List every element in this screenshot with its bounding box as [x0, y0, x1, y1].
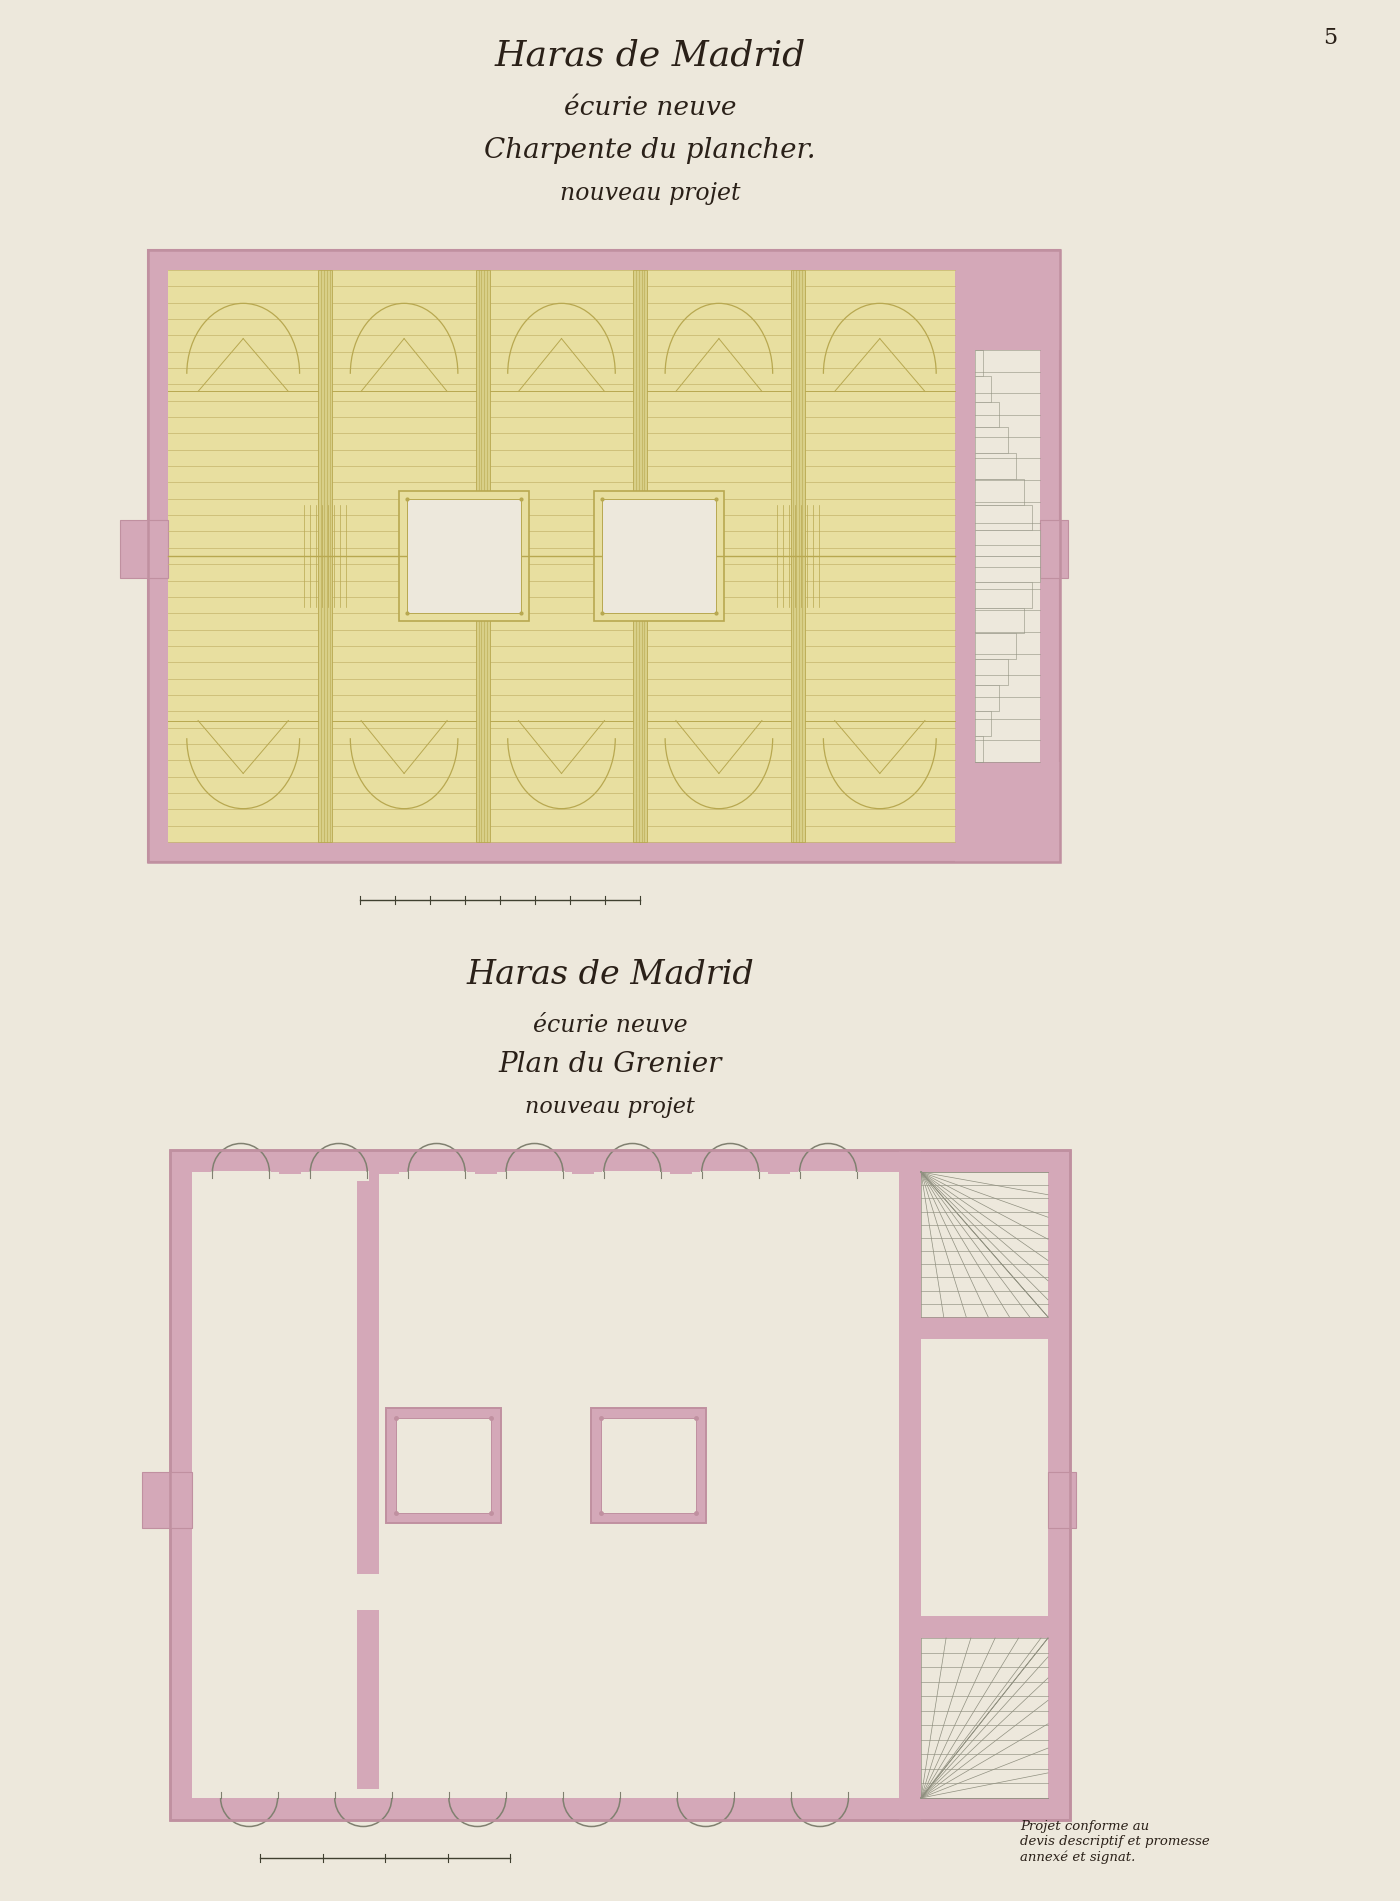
Bar	[700, 1171, 760, 1181]
Bar	[148, 251, 1060, 861]
Bar	[169, 1150, 1070, 1819]
Bar	[476, 270, 490, 842]
Bar	[357, 1173, 379, 1574]
Bar	[676, 1789, 736, 1798]
Bar	[573, 1169, 595, 1175]
Bar	[974, 582, 1032, 608]
Bar	[790, 1789, 850, 1798]
Bar	[192, 1173, 1049, 1798]
Bar	[399, 490, 529, 622]
Text: écurie neuve: écurie neuve	[532, 1013, 687, 1036]
Bar	[1049, 1471, 1077, 1528]
Bar	[974, 736, 983, 762]
Bar	[974, 633, 1015, 660]
Bar	[318, 270, 332, 842]
Bar	[377, 1169, 399, 1175]
Bar	[385, 1407, 501, 1523]
Bar	[974, 428, 1008, 452]
Text: nouveau projet: nouveau projet	[525, 1097, 694, 1118]
Bar	[974, 555, 1040, 582]
Bar	[169, 1150, 1070, 1819]
Bar	[974, 608, 1023, 633]
Bar	[974, 401, 1000, 428]
Bar	[921, 1338, 1049, 1616]
Bar	[921, 1616, 1049, 1639]
Bar	[791, 270, 805, 842]
Bar	[504, 1171, 564, 1181]
Bar	[602, 498, 715, 612]
Bar	[211, 1171, 272, 1181]
Bar	[974, 376, 991, 401]
Bar	[602, 1171, 662, 1181]
Bar	[671, 1169, 692, 1175]
Bar	[591, 1407, 706, 1523]
Bar	[769, 1169, 790, 1175]
Bar	[899, 1150, 921, 1819]
Bar	[309, 1171, 368, 1181]
Bar	[141, 1471, 192, 1528]
Bar	[1040, 521, 1068, 578]
Bar	[406, 1171, 466, 1181]
Bar	[974, 479, 1023, 504]
Text: Plan du Grenier: Plan du Grenier	[498, 1051, 721, 1078]
Bar	[921, 1317, 1049, 1338]
Bar	[357, 1610, 379, 1798]
Bar	[921, 1639, 1049, 1798]
Bar	[974, 452, 1015, 479]
Bar	[974, 684, 1000, 711]
Text: Haras de Madrid: Haras de Madrid	[494, 38, 805, 72]
Text: Charpente du plancher.: Charpente du plancher.	[484, 137, 816, 163]
Bar	[601, 1418, 696, 1513]
Bar	[168, 270, 1040, 842]
Bar	[974, 504, 1032, 530]
Bar	[218, 1789, 279, 1798]
Bar	[395, 1418, 490, 1513]
Text: 5: 5	[1323, 27, 1337, 49]
Bar	[921, 1173, 1049, 1317]
Text: Projet conforme au
devis descriptif et promesse
annexé et signat.: Projet conforme au devis descriptif et p…	[1021, 1819, 1210, 1863]
Bar	[974, 711, 991, 736]
Text: Haras de Madrid: Haras de Madrid	[466, 958, 753, 990]
Bar	[475, 1169, 497, 1175]
Bar	[148, 251, 1060, 861]
Bar	[279, 1169, 301, 1175]
Bar	[974, 660, 1008, 684]
Bar	[561, 1789, 622, 1798]
Bar	[448, 1789, 507, 1798]
Text: écurie neuve: écurie neuve	[564, 95, 736, 120]
Text: nouveau projet: nouveau projet	[560, 181, 741, 205]
Bar	[120, 521, 168, 578]
Bar	[594, 490, 724, 622]
Bar	[974, 350, 983, 376]
Bar	[955, 251, 1060, 350]
Bar	[594, 490, 724, 622]
Bar	[168, 270, 955, 842]
Bar	[633, 270, 647, 842]
Bar	[955, 762, 1060, 861]
Bar	[974, 530, 1040, 555]
Bar	[333, 1789, 393, 1798]
Bar	[399, 490, 529, 622]
Bar	[955, 251, 974, 861]
Bar	[798, 1171, 858, 1181]
Bar	[407, 498, 521, 612]
